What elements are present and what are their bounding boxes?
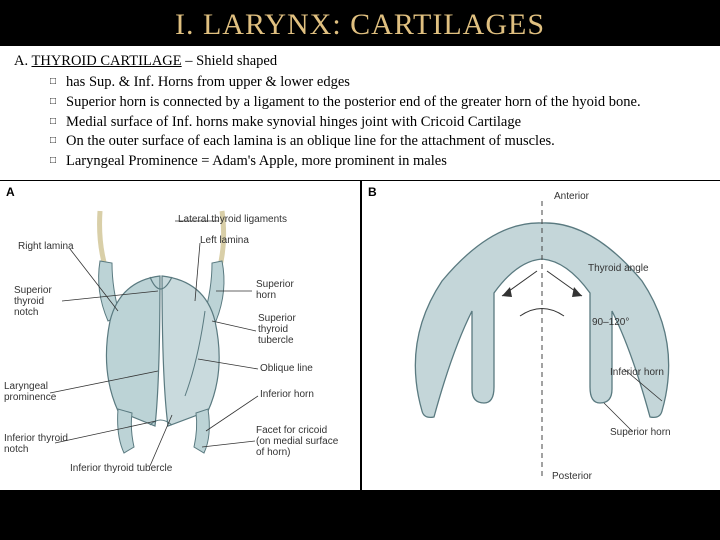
label-left-lamina: Left lamina	[200, 235, 249, 246]
list-item: has Sup. & Inf. Horns from upper & lower…	[50, 73, 706, 92]
label-lateral-ligaments: Lateral thyroid ligaments	[178, 214, 287, 225]
label-inferior-tubercle: Inferior thyroid tubercle	[70, 463, 172, 474]
label-superior-notch: Superior thyroid notch	[14, 285, 52, 318]
list-item: Laryngeal Prominence = Adam's Apple, mor…	[50, 152, 706, 171]
slide-title: I. LARYNX: CARTILAGES	[0, 0, 720, 46]
label-b-superior-horn: Superior horn	[610, 427, 671, 438]
bullet-list: has Sup. & Inf. Horns from upper & lower…	[50, 73, 706, 171]
section-suffix: – Shield shaped	[185, 53, 277, 69]
figure-b: B Anterior Posterior Thyroid angle 90–12…	[360, 181, 720, 490]
section-prefix: A.	[14, 53, 28, 69]
label-inferior-horn: Inferior horn	[260, 389, 314, 400]
label-facet-cricoid: Facet for cricoid (on medial surface of …	[256, 425, 338, 458]
label-inferior-notch: Inferior thyroid notch	[4, 433, 68, 455]
section-heading: A. THYROID CARTILAGE – Shield shaped	[14, 52, 706, 71]
list-item: On the outer surface of each lamina is a…	[50, 132, 706, 151]
list-item: Superior horn is connected by a ligament…	[50, 93, 706, 112]
section-name: THYROID CARTILAGE	[31, 53, 181, 69]
figure-a: A	[0, 181, 360, 490]
label-laryngeal-prominence: Laryngeal prominence	[4, 381, 56, 403]
text-block: A. THYROID CARTILAGE – Shield shaped has…	[0, 46, 720, 180]
label-b-inferior-horn: Inferior horn	[610, 367, 664, 378]
list-item: Medial surface of Inf. horns make synovi…	[50, 113, 706, 132]
label-thyroid-angle: Thyroid angle	[588, 263, 649, 274]
label-superior-horn: Superior horn	[256, 279, 294, 301]
thyroid-superior-shape	[362, 181, 720, 490]
label-posterior: Posterior	[552, 471, 592, 482]
label-angle-value: 90–120°	[592, 317, 629, 328]
label-oblique-line: Oblique line	[260, 363, 313, 374]
label-right-lamina: Right lamina	[18, 241, 74, 252]
label-anterior: Anterior	[554, 191, 589, 202]
label-superior-tubercle: Superior thyroid tubercle	[258, 313, 296, 346]
